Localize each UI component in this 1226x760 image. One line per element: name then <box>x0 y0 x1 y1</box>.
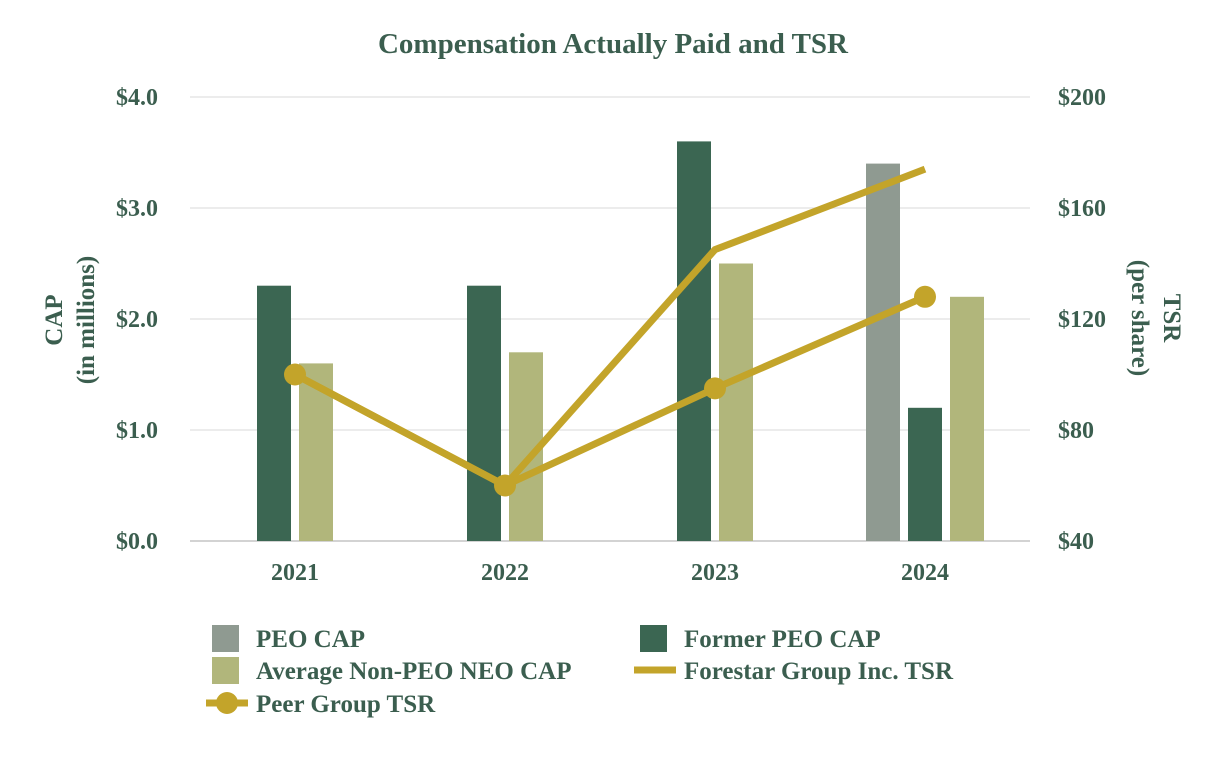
right-tick-label: $160 <box>1058 196 1106 222</box>
tsr-lines <box>284 165 936 497</box>
marker-peer-group-tsr-2024 <box>914 285 936 308</box>
left-axis-ticks: $0.0 $1.0 $2.0 $3.0 $4.0 <box>116 85 158 555</box>
right-tick-label: $80 <box>1058 418 1094 444</box>
right-tick-label: $40 <box>1058 529 1094 555</box>
x-tick-label: 2024 <box>901 560 949 586</box>
legend: PEO CAP Former PEO CAP Average Non-PEO NEO… <box>206 625 954 718</box>
marker-peer-group-tsr-2022 <box>494 474 516 497</box>
bars <box>257 141 984 541</box>
left-axis-title-line1: CAP <box>41 294 68 345</box>
bar-peo-cap-2024 <box>866 163 900 541</box>
left-tick-label: $4.0 <box>116 85 158 111</box>
legend-label-former-peo-cap: Former PEO CAP <box>684 626 881 653</box>
x-tick-label: 2021 <box>271 560 319 586</box>
x-tick-label: 2023 <box>691 560 739 586</box>
bar-former-peo-cap-2024 <box>908 407 942 541</box>
x-axis-ticks: 2021 2022 2023 2024 <box>271 560 949 586</box>
right-axis-title-line1: TSR <box>1158 294 1185 344</box>
left-axis-title-line2: (in millions) <box>73 256 100 385</box>
right-axis-title: TSR (per share) <box>1126 260 1185 376</box>
marker-peer-group-tsr-2021 <box>284 363 306 386</box>
right-axis-ticks: $40 $80 $120 $160 $200 <box>1058 85 1106 555</box>
left-tick-label: $3.0 <box>116 196 158 222</box>
right-tick-label: $120 <box>1058 307 1106 333</box>
bar-former-peo-cap-2023 <box>677 141 711 541</box>
right-axis-title-line2: (per share) <box>1126 260 1153 376</box>
left-axis-title: CAP (in millions) <box>41 256 100 385</box>
left-tick-label: $0.0 <box>116 529 158 555</box>
left-tick-label: $2.0 <box>116 307 158 333</box>
right-tick-label: $200 <box>1058 85 1106 111</box>
bar-former-peo-cap-2022 <box>467 285 501 541</box>
bar-average-non-peo-neo-cap-2023 <box>719 263 753 541</box>
bar-average-non-peo-neo-cap-2024 <box>950 296 984 541</box>
legend-label-forestar-group-inc-tsr: Forestar Group Inc. TSR <box>684 658 954 685</box>
left-tick-label: $1.0 <box>116 418 158 444</box>
legend-swatch-peo-cap <box>212 625 239 652</box>
line-peer-group-tsr <box>293 293 927 490</box>
legend-swatch-average-non-peo-neo-cap <box>212 657 239 684</box>
bar-former-peo-cap-2021 <box>257 285 291 541</box>
legend-swatch-former-peo-cap <box>640 625 667 652</box>
chart-title: Compensation Actually Paid and TSR <box>378 28 849 60</box>
legend-label-average-non-peo-neo-cap: Average Non-PEO NEO CAP <box>256 658 571 685</box>
legend-label-peo-cap: PEO CAP <box>256 626 365 653</box>
marker-peer-group-tsr-2023 <box>704 377 726 400</box>
legend-label-peer-group-tsr: Peer Group TSR <box>256 691 436 718</box>
x-tick-label: 2022 <box>481 560 529 586</box>
legend-swatch-marker-peer-group-tsr <box>216 692 238 714</box>
